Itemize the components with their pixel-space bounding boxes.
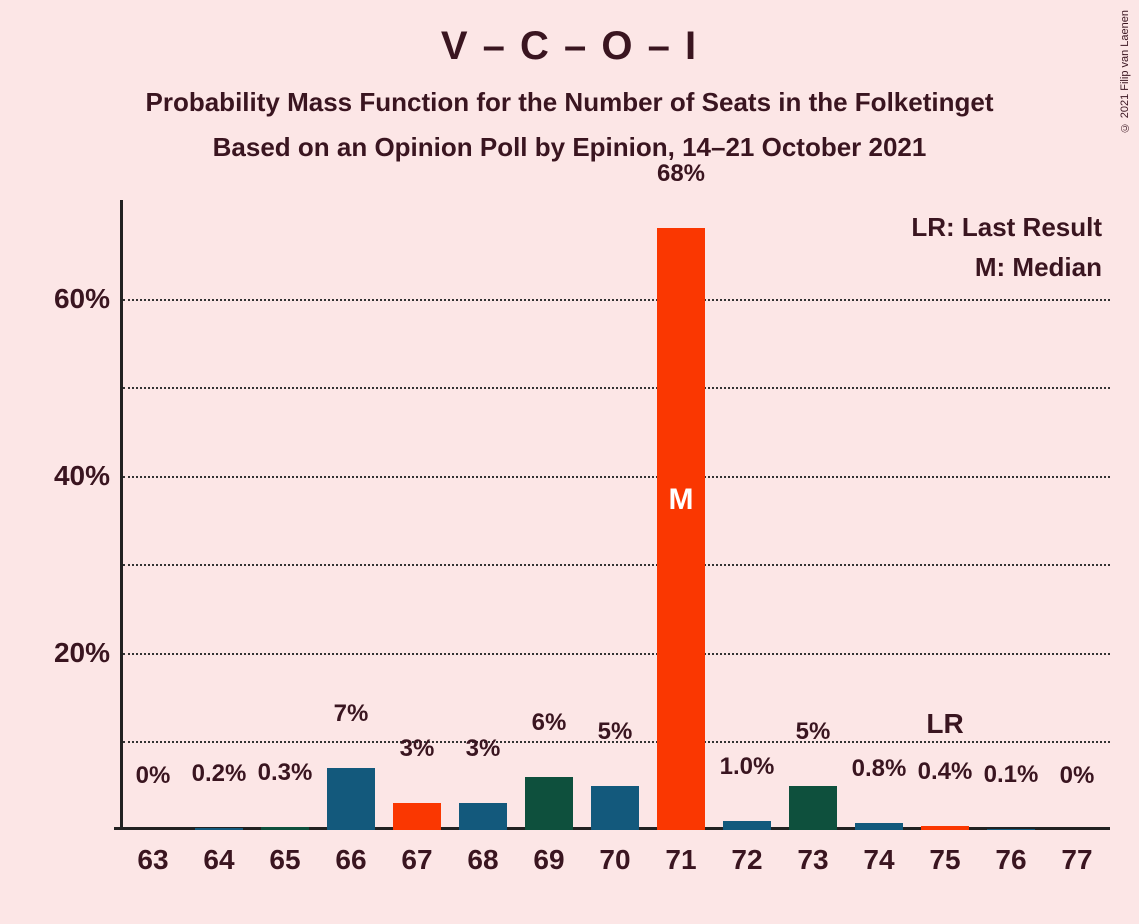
bar: [327, 768, 375, 830]
x-tick-label: 69: [533, 844, 564, 876]
bar-value-label: 0.4%: [918, 758, 973, 792]
x-tick-label: 67: [401, 844, 432, 876]
bar-value-label: 0.1%: [984, 761, 1039, 795]
chart-subtitle-1: Probability Mass Function for the Number…: [0, 87, 1139, 118]
bar-value-label: 1.0%: [720, 753, 775, 787]
bar-value-label: 0%: [1060, 762, 1095, 796]
x-tick-label: 71: [665, 844, 696, 876]
x-tick-label: 75: [929, 844, 960, 876]
x-tick-label: 73: [797, 844, 828, 876]
bar: [195, 828, 243, 830]
grid-line: [123, 564, 1110, 566]
x-tick-label: 65: [269, 844, 300, 876]
bar: [525, 777, 573, 830]
bar: [393, 803, 441, 830]
bar: [987, 829, 1035, 830]
grid-line: [123, 299, 1110, 301]
x-tick-label: 63: [137, 844, 168, 876]
bar-value-label: 5%: [598, 718, 633, 752]
y-tick-label: 20%: [54, 637, 110, 669]
bar: [657, 228, 705, 830]
bar-value-label: 7%: [334, 700, 369, 734]
grid-line: [123, 653, 1110, 655]
x-tick-label: 72: [731, 844, 762, 876]
median-mark: M: [669, 483, 694, 517]
bar-value-label: 3%: [400, 735, 435, 769]
bar: [723, 821, 771, 830]
bar-value-label: 68%: [657, 160, 705, 194]
x-tick-label: 66: [335, 844, 366, 876]
y-tick-label: 40%: [54, 460, 110, 492]
x-tick-label: 70: [599, 844, 630, 876]
bar: [921, 826, 969, 830]
bar-value-label: 0.8%: [852, 755, 907, 789]
bar-value-label: 0.3%: [258, 759, 313, 793]
copyright-text: © 2021 Filip van Laenen: [1119, 10, 1131, 133]
bar-value-label: 0.2%: [192, 760, 247, 794]
bar: [591, 786, 639, 830]
x-tick-label: 76: [995, 844, 1026, 876]
bar: [855, 823, 903, 830]
legend-median: M: Median: [975, 252, 1102, 283]
chart-subtitle-2: Based on an Opinion Poll by Epinion, 14–…: [0, 132, 1139, 163]
grid-line: [123, 476, 1110, 478]
x-tick-label: 64: [203, 844, 234, 876]
bar-value-label: 6%: [532, 709, 567, 743]
bar-value-label: 5%: [796, 718, 831, 752]
bar: [459, 803, 507, 830]
lr-mark: LR: [926, 708, 963, 746]
x-tick-label: 77: [1061, 844, 1092, 876]
bar-value-label: 3%: [466, 735, 501, 769]
x-tick-label: 74: [863, 844, 894, 876]
bar: [789, 786, 837, 830]
y-tick-label: 60%: [54, 283, 110, 315]
y-axis-line: [120, 200, 123, 830]
chart-title: V – C – O – I: [0, 0, 1139, 69]
bar: [261, 827, 309, 830]
chart-plot-area: LR: Last Result M: Median 20%40%60%0%630…: [120, 210, 1110, 830]
legend-last-result: LR: Last Result: [911, 212, 1102, 243]
x-tick-label: 68: [467, 844, 498, 876]
bar-value-label: 0%: [136, 762, 171, 796]
grid-line: [123, 387, 1110, 389]
